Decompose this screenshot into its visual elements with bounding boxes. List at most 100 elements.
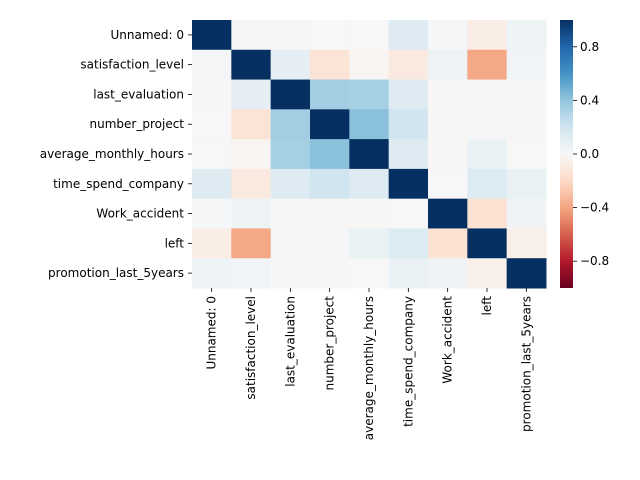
heatmap-cell-7-7 [467,228,508,259]
heatmap-cell-3-1 [231,109,272,140]
y-tick-label: last_evaluation [93,87,184,101]
heatmap-cell-3-2 [270,109,311,140]
heatmap-cell-4-0 [192,139,232,170]
colorbar-tick-label: 0.0 [580,147,599,161]
heatmap-cell-5-5 [388,168,429,200]
heatmap-cell-5-6 [428,168,468,200]
heatmap-cell-6-5 [388,198,429,229]
heatmap-cell-6-2 [270,198,311,229]
heatmap-cell-0-1 [231,20,272,51]
heatmap-cell-4-3 [310,139,350,170]
y-tick-label: Unnamed: 0 [110,28,184,42]
colorbar-tick-label: 0.4 [580,93,599,107]
heatmap-cell-1-8 [506,49,547,81]
heatmap-cell-2-2 [270,79,311,110]
heatmap-cell-4-5 [388,139,429,170]
heatmap-cell-7-6 [428,228,468,259]
heatmap-cell-0-8 [506,20,547,51]
x-tick-label: Unnamed: 0 [205,296,219,370]
x-tick-label: average_monthly_hours [362,296,376,440]
heatmap-cell-2-8 [506,79,547,110]
heatmap-cell-8-2 [270,258,311,289]
heatmap-cell-5-7 [467,168,508,200]
y-tick-label: Work_accident [96,207,184,221]
x-tick-label: left [480,296,494,316]
heatmap-cell-2-5 [388,79,429,110]
heatmap-cell-0-6 [428,20,468,51]
colorbar: 0.8 0.4 0.0 −0.4 −0.8 [560,20,609,288]
y-tick-label: number_project [90,117,185,131]
x-tick-label: time_spend_company [401,296,415,427]
heatmap-cell-7-0 [192,228,232,259]
heatmap-cell-3-7 [467,109,508,140]
heatmap-cell-5-2 [270,168,311,200]
x-tick-label: promotion_last_5years [519,296,533,432]
heatmap-cell-7-1 [231,228,272,259]
heatmap-cell-8-5 [388,258,429,289]
heatmap-cell-5-4 [349,168,390,200]
heatmap-cell-6-8 [506,198,547,229]
heatmap-cell-4-6 [428,139,468,170]
heatmap-cell-6-0 [192,198,232,229]
heatmap-cell-4-8 [506,139,547,170]
heatmap-cell-1-5 [388,49,429,81]
heatmap-cell-2-7 [467,79,508,110]
colorbar-gradient [560,20,573,288]
heatmap-cell-6-1 [231,198,272,229]
heatmap-cell-7-8 [506,228,547,259]
heatmap-cell-4-7 [467,139,508,170]
x-axis-tick-labels: Unnamed: 0 satisfaction_level last_evaluat… [205,288,533,440]
heatmap-cell-3-4 [349,109,390,140]
colorbar-tick-label: 0.8 [580,40,599,54]
heatmap-cell-7-4 [349,228,390,259]
x-tick-label: satisfaction_level [244,296,258,400]
heatmap-cell-1-0 [192,49,232,81]
heatmap-cell-0-7 [467,20,508,51]
x-tick-label: Work_accident [441,296,455,384]
y-tick-label: promotion_last_5years [48,266,184,280]
x-tick-label: number_project [323,296,337,391]
heatmap-cell-2-6 [428,79,468,110]
heatmap-cell-6-4 [349,198,390,229]
heatmap-cell-0-3 [310,20,350,51]
heatmap-cells [192,20,547,289]
heatmap-cell-0-0 [192,20,232,51]
heatmap-cell-1-2 [270,49,311,81]
heatmap-cell-3-0 [192,109,232,140]
heatmap-cell-1-6 [428,49,468,81]
heatmap-cell-4-4 [349,139,390,170]
heatmap-cell-2-0 [192,79,232,110]
heatmap-cell-4-1 [231,139,272,170]
heatmap-cell-7-2 [270,228,311,259]
heatmap-cell-3-3 [310,109,350,140]
heatmap-cell-1-7 [467,49,508,81]
heatmap-cell-0-5 [388,20,429,51]
heatmap-cell-2-4 [349,79,390,110]
heatmap-cell-6-7 [467,198,508,229]
heatmap-cell-2-3 [310,79,350,110]
x-tick-label: last_evaluation [283,296,297,387]
heatmap-cell-1-4 [349,49,390,81]
heatmap-cell-8-3 [310,258,350,289]
heatmap-cell-7-3 [310,228,350,259]
heatmap-cell-1-3 [310,49,350,81]
heatmap-cell-6-6 [428,198,468,229]
colorbar-tick-label: −0.4 [580,201,609,215]
heatmap-cell-0-4 [349,20,390,51]
heatmap-cell-2-1 [231,79,272,110]
heatmap-cell-8-6 [428,258,468,289]
heatmap-cell-4-2 [270,139,311,170]
heatmap-cell-3-8 [506,109,547,140]
heatmap-cell-6-3 [310,198,350,229]
heatmap-cell-8-4 [349,258,390,289]
y-tick-label: time_spend_company [53,177,184,191]
y-tick-label: satisfaction_level [80,58,184,72]
heatmap-cell-0-2 [270,20,311,51]
heatmap-cell-5-1 [231,168,272,200]
heatmap-cell-8-8 [506,258,547,289]
heatmap-cell-3-5 [388,109,429,140]
heatmap-cell-5-0 [192,168,232,200]
y-tick-label: left [165,236,185,250]
heatmap-cell-7-5 [388,228,429,259]
